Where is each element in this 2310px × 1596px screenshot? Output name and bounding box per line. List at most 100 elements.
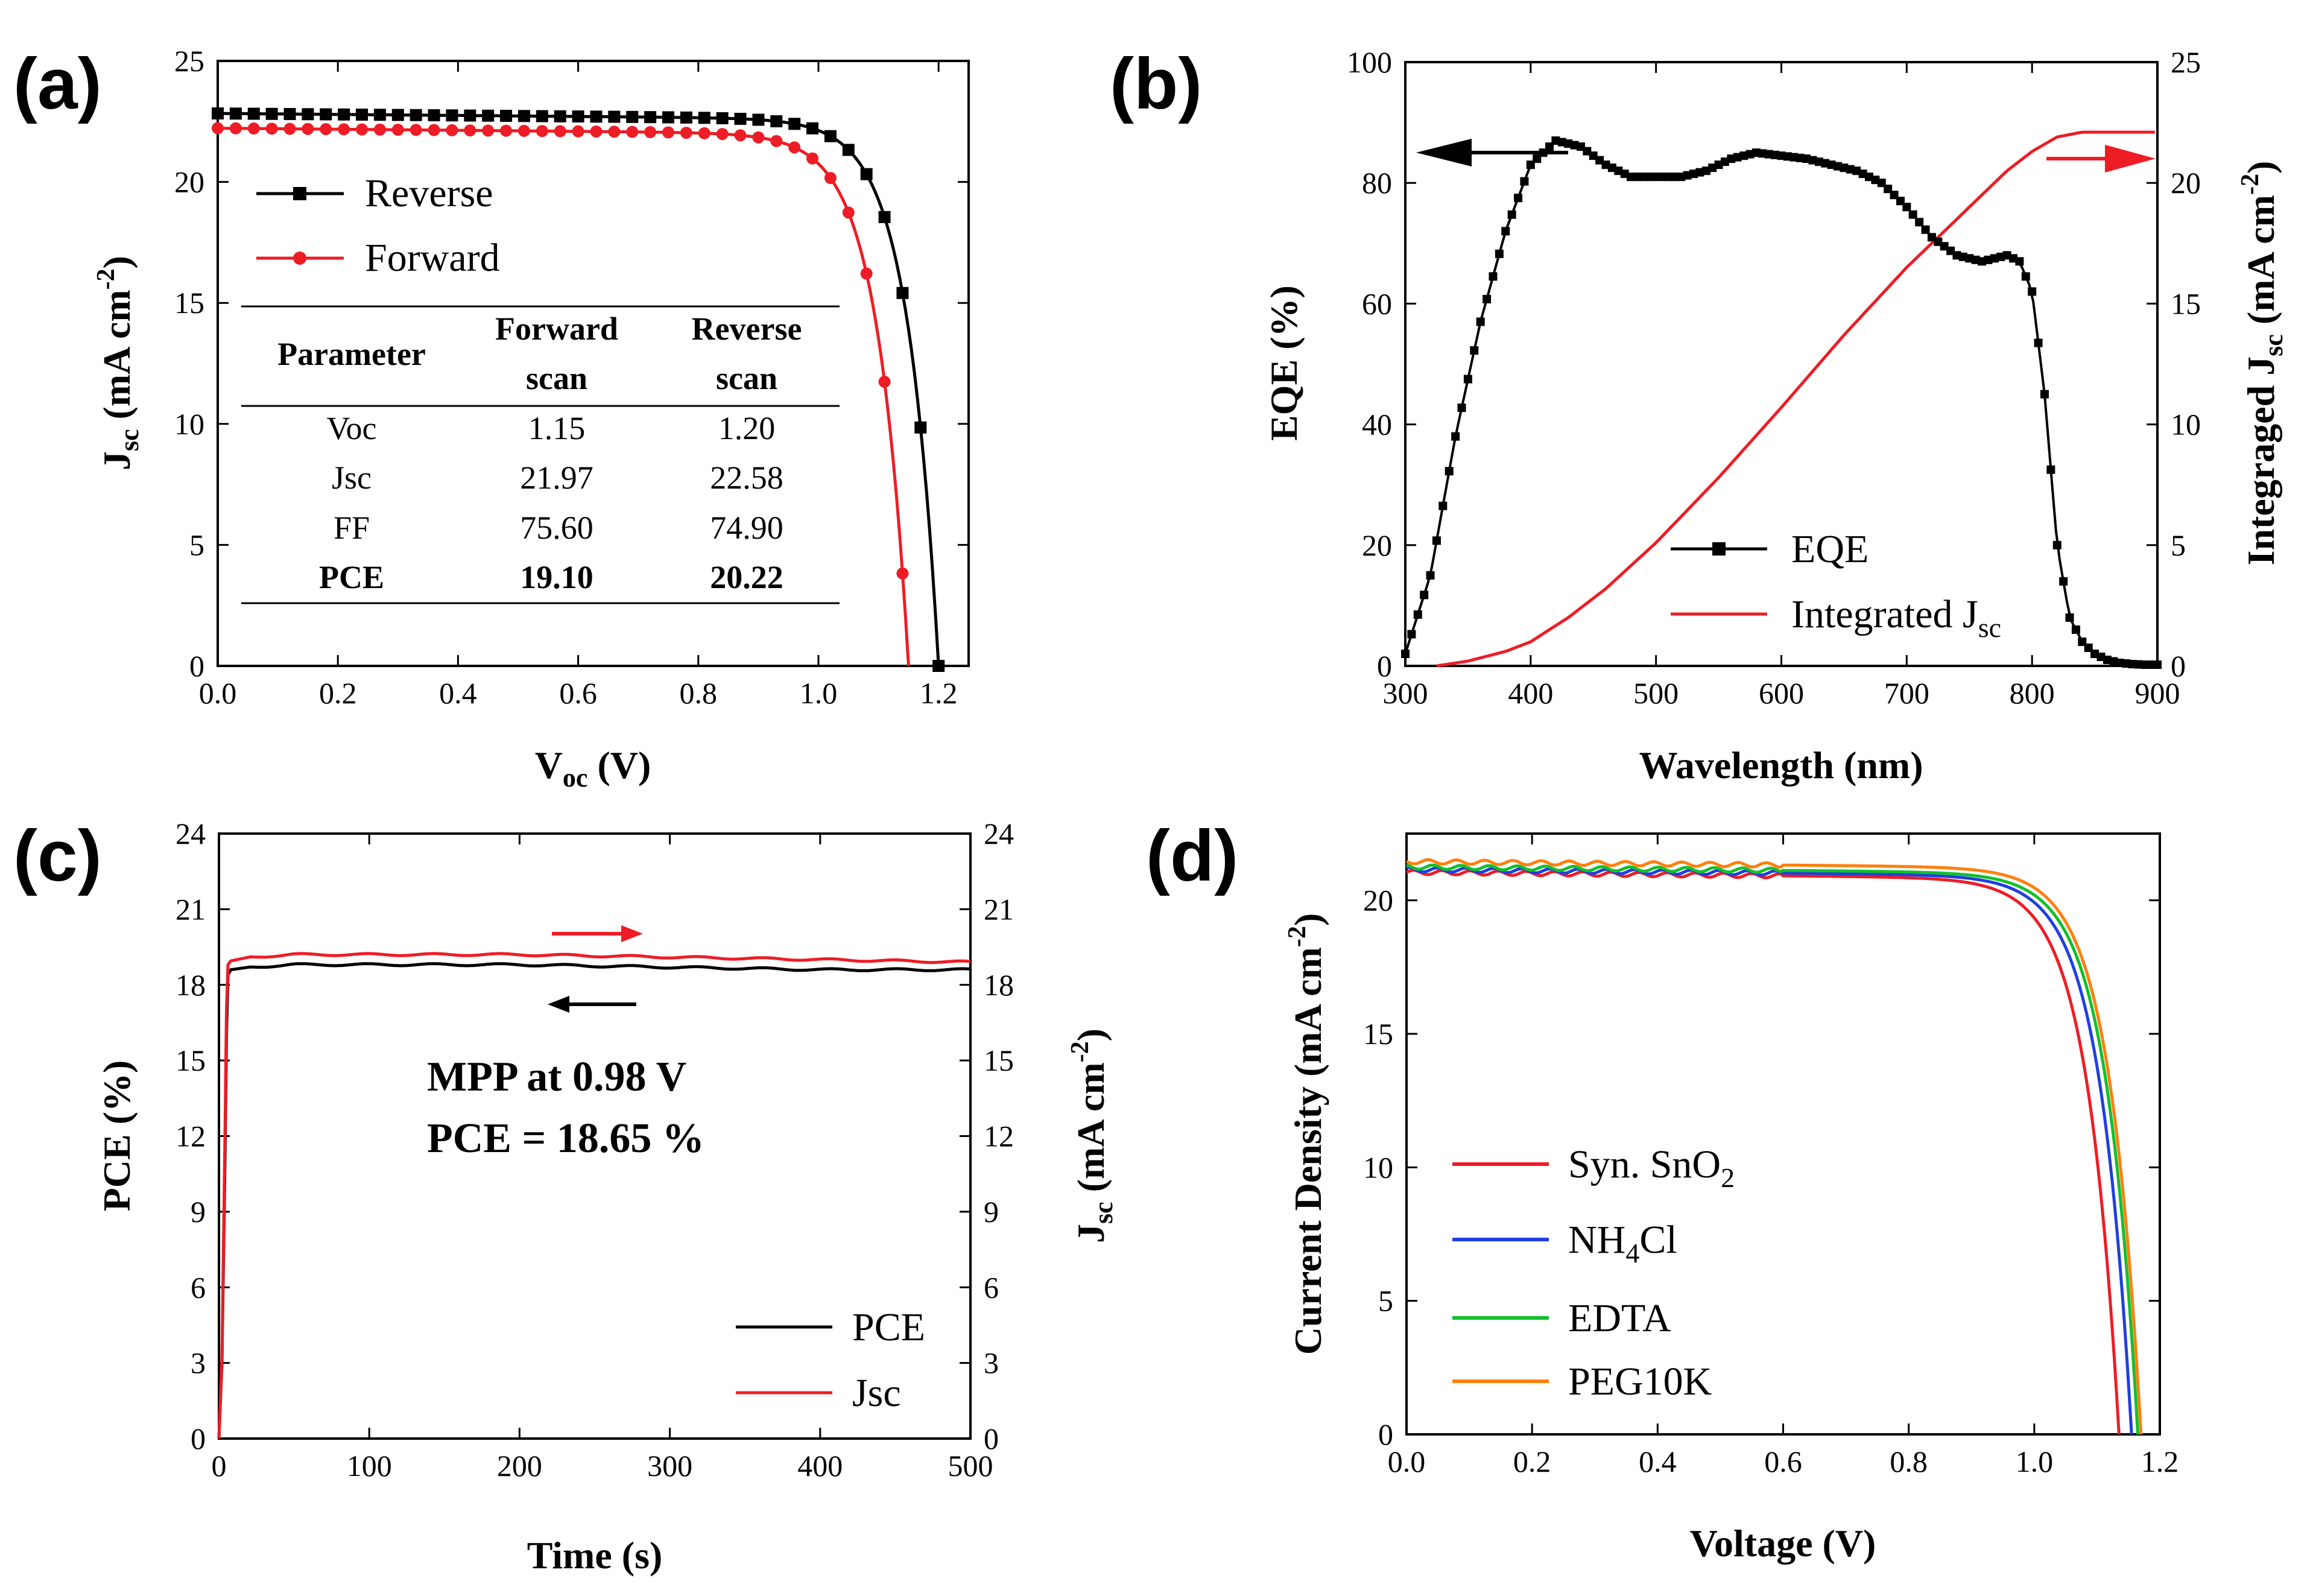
data-point xyxy=(842,144,855,156)
table-cell: PCE xyxy=(319,559,384,595)
panel-a-x-label: Voc (V) xyxy=(535,744,651,793)
data-point xyxy=(554,110,566,122)
panel-c-right-arrow xyxy=(552,925,643,942)
table-cell: 1.20 xyxy=(718,410,776,446)
panel-b-y-ticks: 0 20 40 60 80 100 xyxy=(1347,45,1416,683)
data-point xyxy=(698,112,710,124)
data-point xyxy=(626,125,639,138)
table-cell: Voc xyxy=(326,410,376,446)
data-point xyxy=(878,375,891,388)
panel-a-x-ticks: 0.0 0.2 0.4 0.6 0.8 1.0 1.2 xyxy=(199,61,957,710)
data-point xyxy=(914,421,927,434)
data-point xyxy=(1915,218,1924,227)
data-point xyxy=(536,125,548,138)
panel-a: (a) 0.0 0.2 0.4 0.6 0.8 1.0 1.2 0 5 10 15 20 25 Voc… xyxy=(13,43,970,793)
data-point xyxy=(572,110,584,123)
data-point xyxy=(662,126,674,139)
y-tick-label: 15 xyxy=(1363,1017,1393,1051)
data-point xyxy=(1420,591,1429,600)
data-point xyxy=(896,287,909,299)
panel-d-label: (d) xyxy=(1146,815,1238,896)
data-point xyxy=(428,109,440,122)
y-tick-label: 0 xyxy=(2171,649,2186,683)
legend-peg-label: PEG10K xyxy=(1568,1360,1712,1404)
data-point xyxy=(265,107,278,120)
data-point xyxy=(1445,467,1454,476)
table-cell: 19.10 xyxy=(520,559,593,595)
table-cell: 22.58 xyxy=(710,460,783,496)
data-point xyxy=(302,108,314,121)
y-tick-label: 80 xyxy=(1362,166,1392,200)
panel-d-series xyxy=(1405,858,2143,1435)
table-cell: FF xyxy=(334,510,370,546)
legend-edta-label: EDTA xyxy=(1568,1296,1671,1340)
data-point xyxy=(2071,625,2080,634)
data-point xyxy=(338,108,350,121)
panel-c-x-label: Time (s) xyxy=(527,1534,663,1577)
panel-c-left-arrow xyxy=(548,996,636,1013)
y-tick-label: 18 xyxy=(984,968,1014,1002)
table-cell: 20.22 xyxy=(710,559,783,595)
table-header-reverse-scan: scan xyxy=(716,360,777,396)
table-header-parameter: Parameter xyxy=(277,336,426,372)
data-point xyxy=(446,124,458,136)
legend-forward-marker xyxy=(293,252,306,265)
x-tick-label: 0.0 xyxy=(1388,1445,1426,1478)
legend-forward-label: Forward xyxy=(365,236,500,280)
y-tick-label: 21 xyxy=(984,892,1014,926)
x-tick-label: 0.8 xyxy=(1890,1445,1928,1478)
data-point xyxy=(500,110,513,122)
data-point xyxy=(2040,390,2049,399)
data-point xyxy=(1438,501,1448,510)
data-point xyxy=(410,124,422,136)
y-tick-label: 20 xyxy=(1363,884,1393,917)
data-point xyxy=(464,109,476,122)
y-tick-label: 60 xyxy=(1362,287,1392,320)
data-point xyxy=(517,124,530,137)
data-point xyxy=(1902,203,1911,212)
data-point xyxy=(2034,338,2043,347)
data-point xyxy=(2028,287,2037,296)
data-point xyxy=(2065,613,2074,622)
x-tick-label: 500 xyxy=(1633,676,1679,710)
x-tick-label: 400 xyxy=(797,1449,843,1483)
panel-d-y-ticks: 0 5 10 15 20 xyxy=(1363,884,2160,1451)
data-point xyxy=(229,122,242,135)
panel-c-y-ticks: 0 3 6 9 12 15 18 21 24 xyxy=(176,817,230,1455)
data-point xyxy=(2046,465,2055,474)
panel-a-frame xyxy=(217,60,970,667)
panel-c-annotation-pce: PCE = 18.65 % xyxy=(427,1115,704,1162)
table-cell: 75.60 xyxy=(520,510,593,546)
data-point xyxy=(229,107,242,120)
panel-c-legend: PCE Jsc xyxy=(736,1305,925,1415)
data-point xyxy=(482,109,495,122)
x-tick-label: 1.0 xyxy=(800,676,838,710)
y-tick-label: 12 xyxy=(984,1119,1014,1153)
data-point xyxy=(932,660,945,672)
data-point xyxy=(1426,571,1435,580)
panel-a-table: Parameter Forward scan Reverse scan Voc … xyxy=(241,305,840,604)
panel-a-series xyxy=(212,107,945,672)
data-point xyxy=(878,211,891,223)
x-tick-label: 0.4 xyxy=(439,676,477,710)
data-point xyxy=(698,127,710,139)
y-tick-label: 12 xyxy=(176,1119,206,1153)
data-point xyxy=(428,124,440,136)
x-tick-label: 200 xyxy=(497,1449,542,1483)
legend-integrated-label: Integrated Jsc xyxy=(1791,592,2001,643)
y-tick-label: 25 xyxy=(174,44,204,78)
data-point xyxy=(320,108,332,121)
panel-c-label: (c) xyxy=(13,815,102,896)
data-point xyxy=(608,125,621,138)
x-tick-label: 1.0 xyxy=(2016,1445,2054,1478)
y-tick-label: 10 xyxy=(2171,408,2201,442)
legend-jsc-label: Jsc xyxy=(852,1371,901,1415)
data-point xyxy=(716,128,729,141)
panel-c-y2-ticks: 0 3 6 9 12 15 18 21 24 xyxy=(960,817,1014,1455)
panel-a-y-label: Jsc (mA cm-2) xyxy=(92,256,144,470)
data-point xyxy=(212,107,224,120)
data-point xyxy=(788,141,801,154)
panel-b-legend: EQE Integrated Jsc xyxy=(1671,527,2001,643)
panel-d-x-ticks: 0.0 0.2 0.4 0.6 0.8 1.0 1.2 xyxy=(1388,834,2179,1478)
